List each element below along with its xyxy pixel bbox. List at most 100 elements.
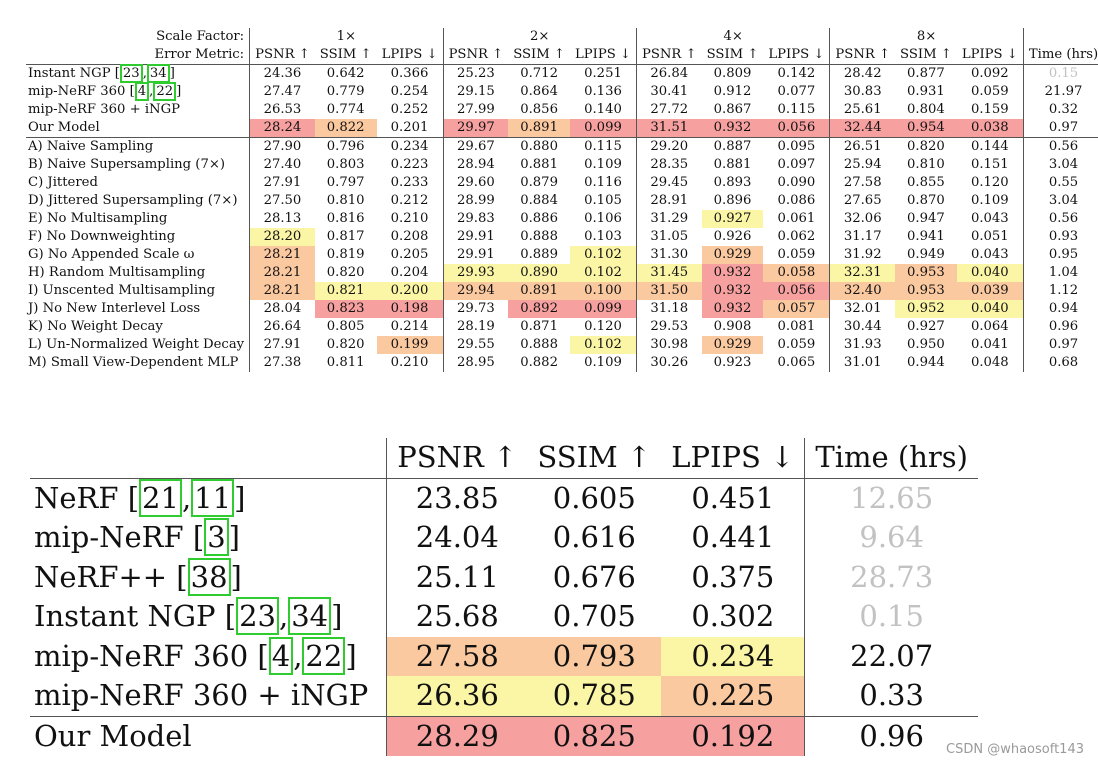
value-cell: 29.94	[442, 282, 509, 300]
value-cell: 0.120	[584, 319, 622, 334]
value-cell: 28.04	[249, 300, 315, 318]
value-cell: 29.93	[442, 264, 509, 282]
value-cell: 0.059	[970, 84, 1009, 99]
citation-link[interactable]: 38	[187, 557, 231, 596]
method-name: K) No Weight Decay	[28, 319, 163, 334]
value-cell: 0.932	[701, 119, 764, 138]
value-cell: 0.893	[713, 175, 752, 190]
value-cell: 0.159	[970, 102, 1009, 117]
value-cell: 26.53	[249, 101, 315, 119]
table-row: Instant NGP [23, 34] 25.68 0.705 0.302 0.15	[30, 597, 978, 637]
header-metric: PSNR ↑	[386, 438, 528, 479]
citation-link[interactable]: 34	[146, 64, 170, 83]
value-cell: 0.889	[520, 247, 558, 262]
citation-link[interactable]: 22	[302, 636, 346, 675]
value-cell: 0.888	[520, 229, 558, 244]
citation-link[interactable]: 23	[236, 597, 280, 636]
value-cell: 0.932	[701, 300, 764, 318]
method-name: NeRF	[34, 480, 119, 515]
value-cell: 0.811	[326, 355, 365, 370]
value-cell: 0.210	[390, 355, 429, 370]
table-row: NeRF++ [38] 25.11 0.676 0.375 28.73	[30, 557, 978, 597]
value-cell: 22.07	[804, 636, 978, 676]
value-cell: 28.21	[249, 264, 315, 282]
value-cell: 0.212	[390, 193, 429, 208]
header-metric: SSIM ↑	[895, 46, 957, 65]
value-cell: 3.04	[1022, 156, 1098, 174]
row-label: mip-NeRF 360 + iNGP	[30, 676, 387, 717]
value-cell: 0.043	[970, 211, 1009, 226]
value-cell: 30.41	[635, 83, 702, 101]
value-cell: 0.949	[907, 247, 945, 262]
value-cell: 29.97	[442, 119, 509, 138]
value-cell: 27.65	[829, 192, 896, 210]
value-cell: 31.51	[635, 119, 702, 138]
value-cell: 0.081	[777, 319, 816, 334]
value-cell: 0.94	[1022, 300, 1098, 318]
value-cell: 0.887	[713, 139, 752, 154]
method-name: NeRF++	[34, 559, 168, 594]
row-label: C) Jittered	[26, 174, 250, 192]
value-cell: 0.375	[691, 559, 775, 594]
citation-link[interactable]: 3	[204, 518, 229, 557]
value-cell: 0.676	[552, 559, 636, 594]
value-cell: 0.68	[1022, 354, 1098, 372]
header-metric: LPIPS ↓	[376, 46, 444, 65]
value-cell: 28.13	[249, 210, 315, 228]
method-name: I) Unscented Multisampling	[28, 283, 216, 298]
method-name: D) Jittered Supersampling (7×)	[28, 193, 238, 208]
citation-link[interactable]: 11	[191, 478, 235, 517]
value-cell: 1.12	[1022, 282, 1098, 300]
value-cell: 28.19	[442, 318, 509, 336]
value-cell: 0.109	[970, 193, 1009, 208]
table-row: A) Naive Sampling 27.90 0.796 0.234 29.67 0.8…	[26, 137, 1098, 156]
value-cell: 0.886	[520, 211, 558, 226]
value-cell: 0.810	[907, 157, 945, 172]
value-cell: 28.21	[249, 282, 315, 300]
value-cell: 29.73	[442, 300, 509, 318]
table-row: C) Jittered 27.91 0.797 0.233 29.60 0.879 0.11…	[26, 174, 1098, 192]
value-cell: 0.103	[584, 229, 622, 244]
value-cell: 0.855	[907, 175, 945, 190]
row-label: M) Small View-Dependent MLP	[26, 354, 250, 372]
value-cell: 0.201	[376, 119, 444, 138]
method-name: J) No New Interlevel Loss	[28, 301, 201, 316]
value-cell: 0.947	[907, 211, 945, 226]
value-cell: 0.366	[390, 66, 429, 81]
value-cell: 28.24	[249, 119, 315, 138]
value-cell: 31.18	[635, 300, 702, 318]
value-cell: 0.251	[584, 66, 622, 81]
value-cell: 0.204	[390, 265, 429, 280]
method-name: H) Random Multisampling	[28, 265, 206, 280]
citation-link[interactable]: 22	[153, 82, 177, 101]
header-blank	[1022, 28, 1098, 46]
row-label: F) No Downweighting	[26, 228, 250, 246]
value-cell: 28.91	[635, 192, 702, 210]
citation-link[interactable]: 4	[134, 82, 150, 101]
value-cell: 0.32	[1022, 101, 1098, 119]
value-cell: 0.142	[777, 66, 816, 81]
citation-link[interactable]: 4	[268, 636, 294, 675]
value-cell: 0.774	[326, 102, 365, 117]
value-cell: 0.926	[713, 229, 752, 244]
value-cell: 0.56	[1022, 210, 1098, 228]
value-cell: 26.51	[829, 137, 896, 156]
citation-link[interactable]: 23	[119, 64, 143, 83]
citation-link[interactable]: 21	[139, 478, 182, 517]
header-metric: Time (hrs)	[804, 438, 978, 479]
value-cell: 0.616	[552, 520, 636, 555]
value-cell: 0.823	[314, 300, 377, 318]
value-cell: 0.884	[520, 193, 558, 208]
value-cell: 0.040	[956, 300, 1024, 318]
value-cell: 0.15	[1022, 64, 1098, 83]
value-cell: 0.819	[326, 247, 365, 262]
header-scale-factor: Scale Factor:	[156, 29, 245, 44]
value-cell: 0.038	[956, 119, 1024, 138]
value-cell: 0.803	[326, 157, 365, 172]
citation-link[interactable]: 34	[288, 597, 332, 636]
row-label: mip-NeRF [3]	[34, 518, 240, 557]
value-cell: 29.15	[442, 83, 509, 101]
table-row: F) No Downweighting 28.20 0.817 0.208 29.91 0…	[26, 228, 1098, 246]
value-cell: 31.92	[829, 246, 896, 264]
value-cell: 29.67	[442, 137, 509, 156]
